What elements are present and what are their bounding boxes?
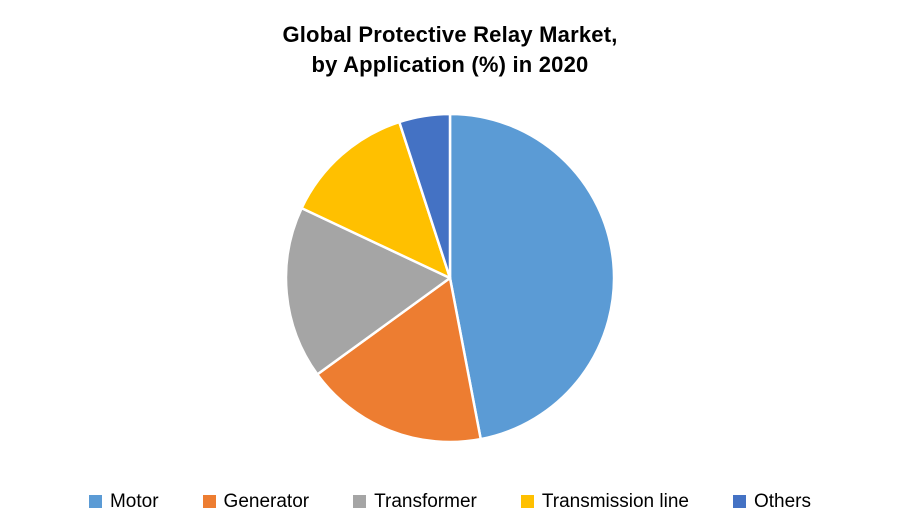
pie-slice-others (398, 112, 452, 280)
legend-item-motor: Motor (88, 491, 159, 512)
legend-swatch-icon (202, 495, 216, 508)
chart-title: Global Protective Relay Market, by Appli… (282, 22, 618, 77)
legend-swatch-icon (520, 495, 534, 508)
legend-swatch-icon (353, 495, 367, 508)
legend-swatch-icon (88, 495, 102, 508)
legend-label: Generator (223, 491, 310, 512)
pie-svg (284, 112, 616, 444)
legend-label: Motor (109, 491, 159, 512)
legend: Motor Generator Transformer Transmission li… (0, 492, 900, 511)
legend-label: Transformer (374, 491, 477, 512)
legend-item-transmission-line: Transmission line (520, 491, 689, 512)
legend-label: Others (753, 491, 812, 512)
pie-slice-transformer (284, 206, 452, 376)
legend-item-others: Others (732, 491, 812, 512)
pie-chart (280, 108, 620, 448)
pie-slice-motor (448, 112, 616, 441)
legend-label: Transmission line (541, 491, 689, 512)
legend-item-generator: Generator (202, 491, 310, 512)
pie-slice-generator (316, 276, 482, 444)
legend-swatch-icon (732, 495, 746, 508)
pie-slice-transmission-line (300, 120, 452, 280)
legend-item-transformer: Transformer (353, 492, 477, 511)
